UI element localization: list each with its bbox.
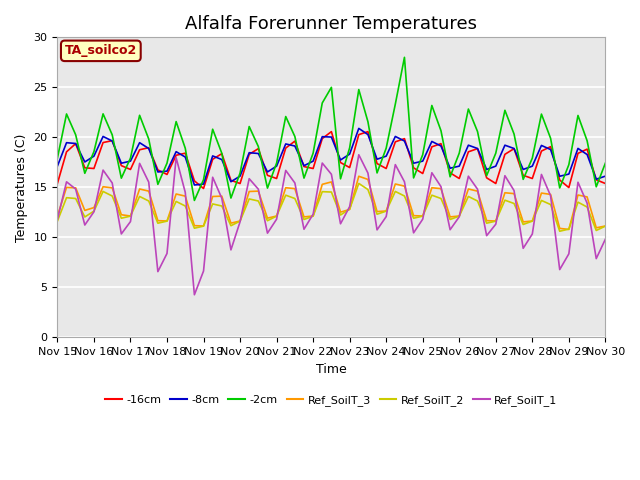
Legend: -16cm, -8cm, -2cm, Ref_SoilT_3, Ref_SoilT_2, Ref_SoilT_1: -16cm, -8cm, -2cm, Ref_SoilT_3, Ref_Soil… [101,391,562,411]
Title: Alfalfa Forerunner Temperatures: Alfalfa Forerunner Temperatures [186,15,477,33]
Y-axis label: Temperatures (C): Temperatures (C) [15,133,28,241]
X-axis label: Time: Time [316,362,347,375]
Text: TA_soilco2: TA_soilco2 [65,44,137,57]
